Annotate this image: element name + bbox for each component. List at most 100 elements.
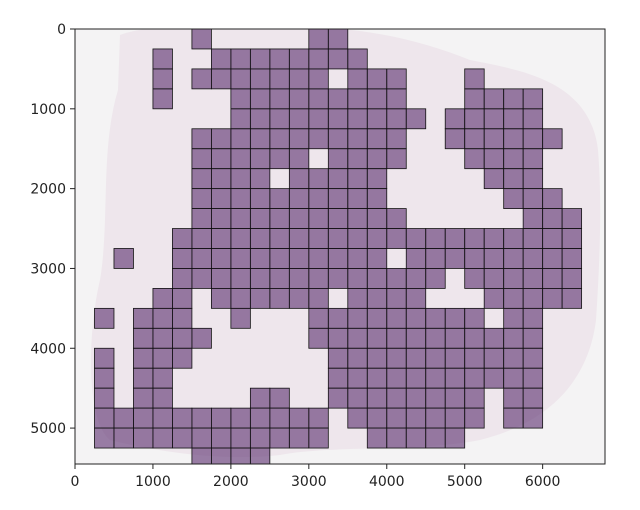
tile-32 [366, 88, 388, 110]
tile-193 [347, 288, 368, 309]
tile-280 [133, 407, 154, 429]
tile-111 [230, 208, 251, 229]
tile-99 [249, 188, 271, 209]
tile-65 [464, 128, 485, 150]
x-tick-label: 6000 [525, 474, 561, 490]
tile-311 [366, 427, 388, 449]
tile-262 [522, 367, 544, 389]
tile-123 [172, 228, 193, 249]
x-tick-label: 4000 [369, 474, 405, 490]
tile-77 [347, 148, 368, 170]
tile-177 [405, 268, 427, 289]
tile-163 [542, 248, 563, 269]
tile-137 [444, 228, 466, 249]
tile-13 [191, 68, 212, 90]
tile-100 [269, 188, 290, 209]
tile-209 [347, 307, 368, 329]
tile-54 [210, 128, 232, 150]
tile-264 [133, 387, 154, 409]
tile-189 [249, 288, 271, 309]
tile-2 [210, 48, 232, 70]
tile-273 [425, 387, 446, 409]
tile-275 [464, 387, 485, 409]
tile-62 [366, 128, 388, 150]
tile-150 [269, 248, 290, 269]
tile-267 [269, 387, 290, 409]
tile-91 [347, 168, 368, 190]
tile-71 [210, 148, 232, 170]
tile-141 [522, 228, 544, 249]
tile-6 [288, 48, 310, 70]
tile-194 [366, 288, 388, 309]
tile-235 [133, 347, 154, 369]
y-axis: 0 1000 2000 3000 4000 5000 [30, 22, 75, 437]
y-tick-label: 2000 [30, 182, 66, 198]
tile-292 [386, 407, 407, 429]
tile-290 [347, 407, 368, 429]
tile-263 [94, 387, 115, 409]
tile-227 [405, 327, 427, 349]
tile-256 [405, 367, 427, 389]
tile-225 [366, 327, 388, 349]
tile-229 [444, 327, 466, 349]
tile-97 [210, 188, 232, 209]
tile-287 [269, 407, 290, 429]
tile-34 [464, 88, 485, 110]
tile-222 [308, 327, 329, 349]
tile-167 [210, 268, 232, 289]
tile-201 [561, 288, 583, 309]
tile-52 [522, 108, 544, 130]
tile-219 [152, 327, 173, 349]
tile-203 [133, 307, 154, 329]
tile-192 [308, 288, 329, 309]
tile-243 [425, 347, 446, 369]
tile-288 [288, 407, 310, 429]
tile-271 [386, 387, 407, 409]
tile-105 [366, 188, 388, 209]
tile-72 [230, 148, 251, 170]
tile-253 [347, 367, 368, 389]
tile-170 [269, 268, 290, 289]
tile-78 [366, 148, 388, 170]
tile-126 [230, 228, 251, 249]
tile-276 [503, 387, 524, 409]
tile-157 [425, 248, 446, 269]
tile-200 [542, 288, 563, 309]
tile-214 [444, 307, 466, 329]
tile-212 [405, 307, 427, 329]
tile-319 [249, 447, 271, 464]
tile-53 [191, 128, 212, 150]
tile-11 [347, 48, 368, 70]
tile-242 [405, 347, 427, 369]
tile-230 [464, 327, 485, 349]
tile-145 [172, 248, 193, 269]
axes-frame [74, 28, 606, 465]
tile-206 [230, 307, 251, 329]
tile-121 [542, 208, 563, 229]
tile-169 [249, 268, 271, 289]
tile-149 [249, 248, 271, 269]
tile-160 [483, 248, 505, 269]
tile-210 [366, 307, 388, 329]
tile-181 [503, 268, 524, 289]
tile-140 [503, 228, 524, 249]
tile-41 [288, 108, 310, 130]
tile-301 [133, 427, 154, 449]
tile-309 [288, 427, 310, 449]
tile-107 [522, 188, 544, 209]
tile-131 [327, 228, 349, 249]
tile-5 [269, 48, 290, 70]
tile-39 [249, 108, 271, 130]
tile-297 [503, 407, 524, 429]
tile-306 [230, 427, 251, 449]
tile-316 [191, 447, 212, 464]
tile-176 [386, 268, 407, 289]
tile-80 [464, 148, 485, 170]
tile-48 [444, 108, 466, 130]
tile-135 [405, 228, 427, 249]
tile-207 [308, 307, 329, 329]
tile-191 [288, 288, 310, 309]
tile-251 [152, 367, 173, 389]
tile-96 [191, 188, 212, 209]
tile-75 [288, 148, 310, 170]
